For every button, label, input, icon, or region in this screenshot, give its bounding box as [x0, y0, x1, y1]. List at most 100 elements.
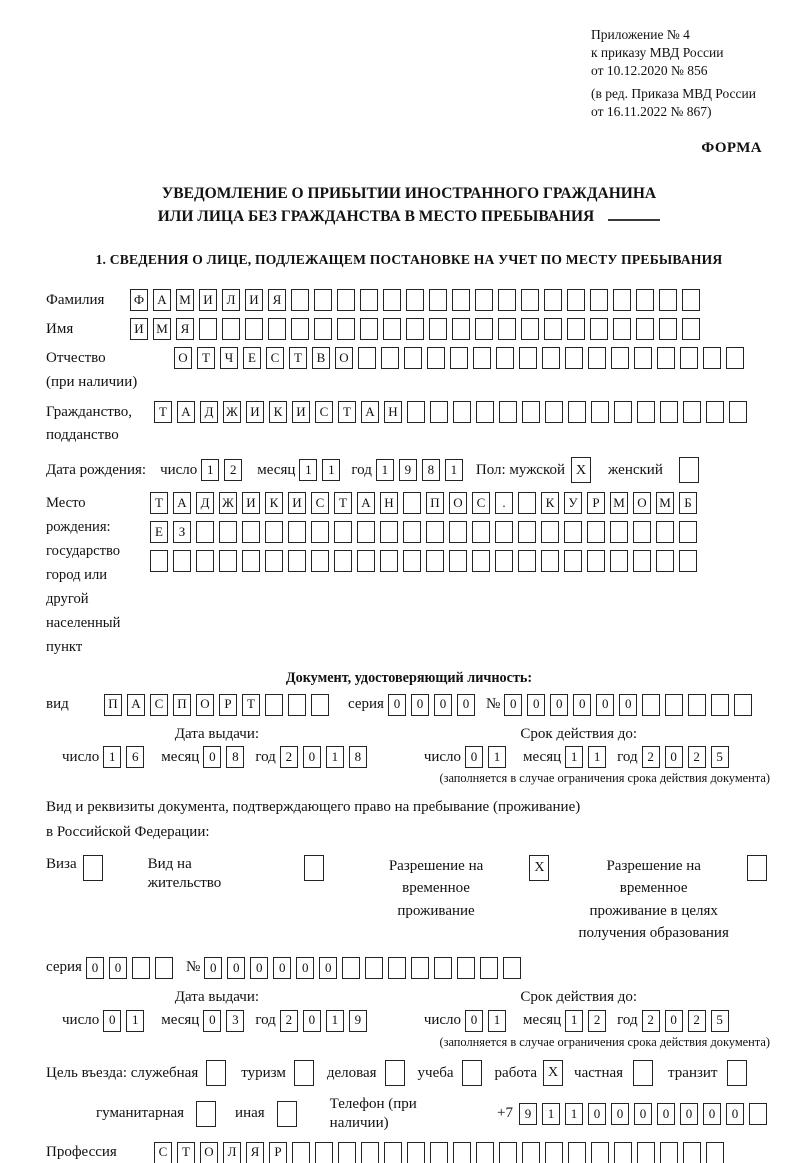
char-box[interactable]: 0: [103, 1009, 122, 1032]
char-box[interactable]: [357, 550, 375, 573]
char-box[interactable]: [173, 550, 191, 573]
char-box[interactable]: 8: [421, 459, 440, 482]
char-box[interactable]: [688, 693, 707, 716]
char-box[interactable]: [545, 400, 563, 423]
char-box[interactable]: [682, 318, 700, 341]
char-box[interactable]: 0: [203, 746, 222, 769]
char-box[interactable]: [403, 550, 421, 573]
char-box[interactable]: [314, 289, 332, 312]
char-box[interactable]: [659, 318, 677, 341]
char-box[interactable]: О: [200, 1141, 218, 1163]
char-box[interactable]: 1: [488, 1009, 507, 1032]
char-box[interactable]: [291, 289, 309, 312]
checkbox[interactable]: [384, 1060, 405, 1086]
char-box[interactable]: 0: [203, 1009, 222, 1032]
char-box[interactable]: О: [449, 492, 467, 515]
char-box[interactable]: [567, 289, 585, 312]
char-box[interactable]: [453, 1141, 471, 1163]
char-box[interactable]: [683, 400, 701, 423]
checkbox[interactable]: [678, 457, 699, 484]
char-box[interactable]: 2: [279, 746, 298, 769]
char-box[interactable]: [338, 1141, 356, 1163]
char-box[interactable]: [544, 318, 562, 341]
char-box[interactable]: [404, 347, 422, 370]
char-box[interactable]: [591, 1141, 609, 1163]
char-box[interactable]: 0: [410, 693, 429, 716]
char-box[interactable]: [498, 289, 516, 312]
checkbox[interactable]: [276, 1100, 297, 1127]
char-box[interactable]: Т: [242, 693, 260, 716]
char-box[interactable]: [411, 956, 430, 979]
char-box[interactable]: [588, 347, 606, 370]
char-box[interactable]: 2: [687, 1009, 706, 1032]
char-box[interactable]: [357, 521, 375, 544]
char-box[interactable]: М: [176, 289, 194, 312]
char-box[interactable]: 0: [387, 693, 406, 716]
char-box[interactable]: [358, 347, 376, 370]
char-box[interactable]: [265, 550, 283, 573]
char-box[interactable]: [361, 1141, 379, 1163]
char-box[interactable]: [365, 956, 384, 979]
char-box[interactable]: Д: [200, 400, 218, 423]
char-box[interactable]: Л: [222, 289, 240, 312]
char-box[interactable]: 1: [322, 459, 341, 482]
char-box[interactable]: 0: [319, 956, 338, 979]
checkbox[interactable]: [747, 854, 768, 881]
char-box[interactable]: [613, 289, 631, 312]
char-box[interactable]: [591, 400, 609, 423]
char-box[interactable]: А: [177, 400, 195, 423]
char-box[interactable]: [429, 318, 447, 341]
char-box[interactable]: [199, 318, 217, 341]
char-box[interactable]: [380, 521, 398, 544]
char-box[interactable]: [541, 550, 559, 573]
char-box[interactable]: 1: [103, 746, 122, 769]
char-box[interactable]: А: [153, 289, 171, 312]
checkbox[interactable]: [293, 1060, 314, 1086]
char-box[interactable]: [360, 318, 378, 341]
char-box[interactable]: Ж: [219, 492, 237, 515]
char-box[interactable]: 0: [726, 1102, 744, 1125]
char-box[interactable]: 0: [250, 956, 269, 979]
char-box[interactable]: А: [357, 492, 375, 515]
char-box[interactable]: [334, 521, 352, 544]
char-box[interactable]: 0: [611, 1102, 629, 1125]
checkbox[interactable]: [461, 1060, 482, 1086]
char-box[interactable]: Н: [384, 400, 402, 423]
char-box[interactable]: [449, 550, 467, 573]
char-box[interactable]: 0: [433, 693, 452, 716]
char-box[interactable]: 1: [444, 459, 463, 482]
char-box[interactable]: [611, 347, 629, 370]
char-box[interactable]: [453, 400, 471, 423]
char-box[interactable]: [542, 347, 560, 370]
char-box[interactable]: [452, 289, 470, 312]
char-box[interactable]: Е: [150, 521, 168, 544]
char-box[interactable]: [337, 289, 355, 312]
char-box[interactable]: [711, 693, 730, 716]
char-box[interactable]: [614, 1141, 632, 1163]
char-box[interactable]: [503, 956, 522, 979]
checkbox[interactable]: [633, 1060, 654, 1086]
char-box[interactable]: [475, 289, 493, 312]
char-box[interactable]: 1: [542, 1102, 560, 1125]
char-box[interactable]: [590, 318, 608, 341]
char-box[interactable]: 1: [299, 459, 318, 482]
char-box[interactable]: [567, 318, 585, 341]
char-box[interactable]: С: [315, 400, 333, 423]
char-box[interactable]: 2: [224, 459, 243, 482]
char-box[interactable]: 0: [664, 1009, 683, 1032]
char-box[interactable]: Т: [197, 347, 215, 370]
char-box[interactable]: [242, 550, 260, 573]
char-box[interactable]: Я: [246, 1141, 264, 1163]
char-box[interactable]: [383, 318, 401, 341]
char-box[interactable]: О: [174, 347, 192, 370]
char-box[interactable]: И: [199, 289, 217, 312]
char-box[interactable]: Ч: [220, 347, 238, 370]
char-box[interactable]: [519, 347, 537, 370]
char-box[interactable]: 0: [85, 956, 104, 979]
char-box[interactable]: [545, 1141, 563, 1163]
char-box[interactable]: [587, 521, 605, 544]
char-box[interactable]: С: [266, 347, 284, 370]
checkbox[interactable]: [82, 854, 103, 881]
char-box[interactable]: О: [633, 492, 651, 515]
char-box[interactable]: [610, 550, 628, 573]
